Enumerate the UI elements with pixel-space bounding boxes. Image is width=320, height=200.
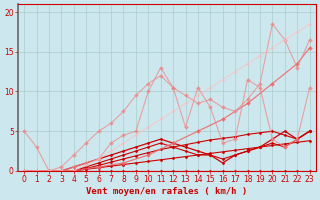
X-axis label: Vent moyen/en rafales ( km/h ): Vent moyen/en rafales ( km/h ) (86, 187, 248, 196)
